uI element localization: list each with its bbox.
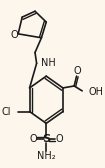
Text: O: O bbox=[55, 134, 63, 144]
Text: Cl: Cl bbox=[2, 107, 11, 117]
Text: O: O bbox=[30, 134, 37, 144]
Text: O: O bbox=[10, 30, 18, 40]
Text: OH: OH bbox=[89, 87, 104, 97]
Text: S: S bbox=[42, 134, 50, 144]
Text: NH₂: NH₂ bbox=[37, 151, 56, 161]
Text: O: O bbox=[74, 66, 81, 76]
Text: NH: NH bbox=[41, 58, 55, 68]
